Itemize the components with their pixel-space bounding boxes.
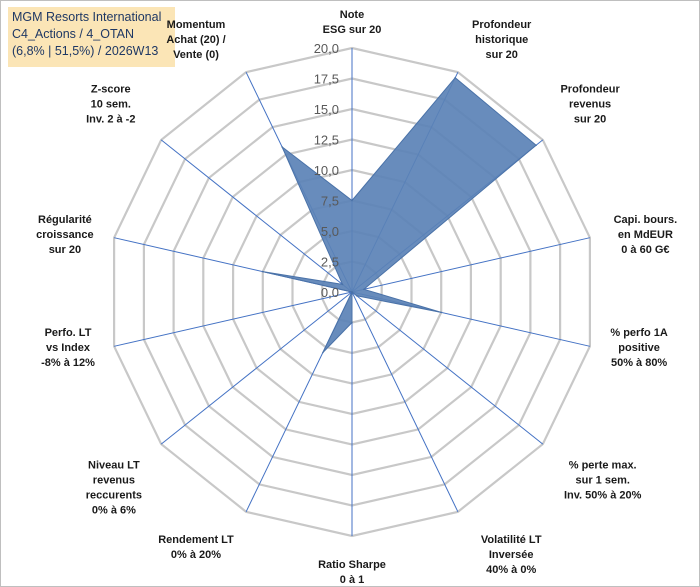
spoke-10	[113, 291, 353, 347]
tick-label-5: 12,5	[314, 133, 339, 148]
tick-label-0: 0,0	[321, 285, 339, 300]
info-box: MGM Resorts International C4_Actions / 4…	[8, 7, 175, 67]
spoke-6	[351, 291, 459, 513]
tick-label-6: 15,0	[314, 102, 339, 117]
tick-label-4: 10,0	[314, 163, 339, 178]
axis-label-12: Z-score 10 sem. Inv. 2 à -2	[86, 84, 135, 126]
axis-label-6: Volatilité LT Inversée 40% à 0%	[481, 534, 542, 576]
info-box-category: C4_Actions / 4_OTAN	[12, 27, 135, 41]
tick-label-3: 7,5	[321, 194, 339, 209]
data-point-0	[351, 199, 353, 202]
data-point-7	[351, 321, 353, 324]
axis-label-11: Régularité croissance sur 20	[36, 214, 93, 256]
data-point-12	[341, 283, 344, 286]
axis-label-2: Profondeur revenus sur 20	[560, 84, 620, 126]
data-point-8	[322, 351, 324, 354]
tick-label-1: 2,5	[321, 255, 339, 270]
spoke-5	[351, 291, 544, 445]
info-box-stats: (6,8% | 51,5%) / 2026W13	[12, 44, 159, 58]
axis-label-7: Ratio Sharpe 0 à 1	[318, 559, 386, 586]
axis-label-8: Rendement LT 0% à 20%	[158, 534, 234, 561]
tick-label-8: 20,0	[314, 41, 339, 56]
axis-label-0: Note ESG sur 20	[323, 9, 382, 36]
tick-label-7: 17,5	[314, 72, 339, 87]
data-point-3	[363, 288, 365, 291]
data-point-10	[351, 291, 353, 293]
data-point-13	[281, 146, 283, 148]
axis-label-9: Niveau LT revenus reccurents 0% à 6%	[86, 459, 142, 516]
spoke-3	[351, 237, 591, 293]
axis-label-4: % perfo 1A positive 50% à 80%	[610, 327, 668, 369]
data-point-11	[262, 270, 264, 273]
axis-label-13: Momentum Achat (20) / Vente (0)	[166, 19, 225, 61]
axis-label-1: Profondeur historique sur 20	[472, 19, 532, 61]
axis-label-3: Capi. bours. en MdEUR 0 à 60 G€	[614, 214, 678, 256]
spoke-9	[160, 291, 353, 445]
tick-label-2: 5,0	[321, 224, 339, 239]
data-point-1	[454, 76, 457, 79]
data-point-4	[440, 311, 443, 314]
spoke-12	[160, 139, 353, 293]
axis-label-5: % perte max. sur 1 sem. Inv. 50% à 20%	[564, 459, 642, 501]
data-point-2	[535, 144, 537, 146]
data-point-5	[356, 295, 358, 297]
axis-label-10: Perfo. LT vs Index -8% à 12%	[41, 327, 95, 369]
info-box-company: MGM Resorts International	[12, 10, 162, 24]
series-area-0	[262, 76, 537, 353]
